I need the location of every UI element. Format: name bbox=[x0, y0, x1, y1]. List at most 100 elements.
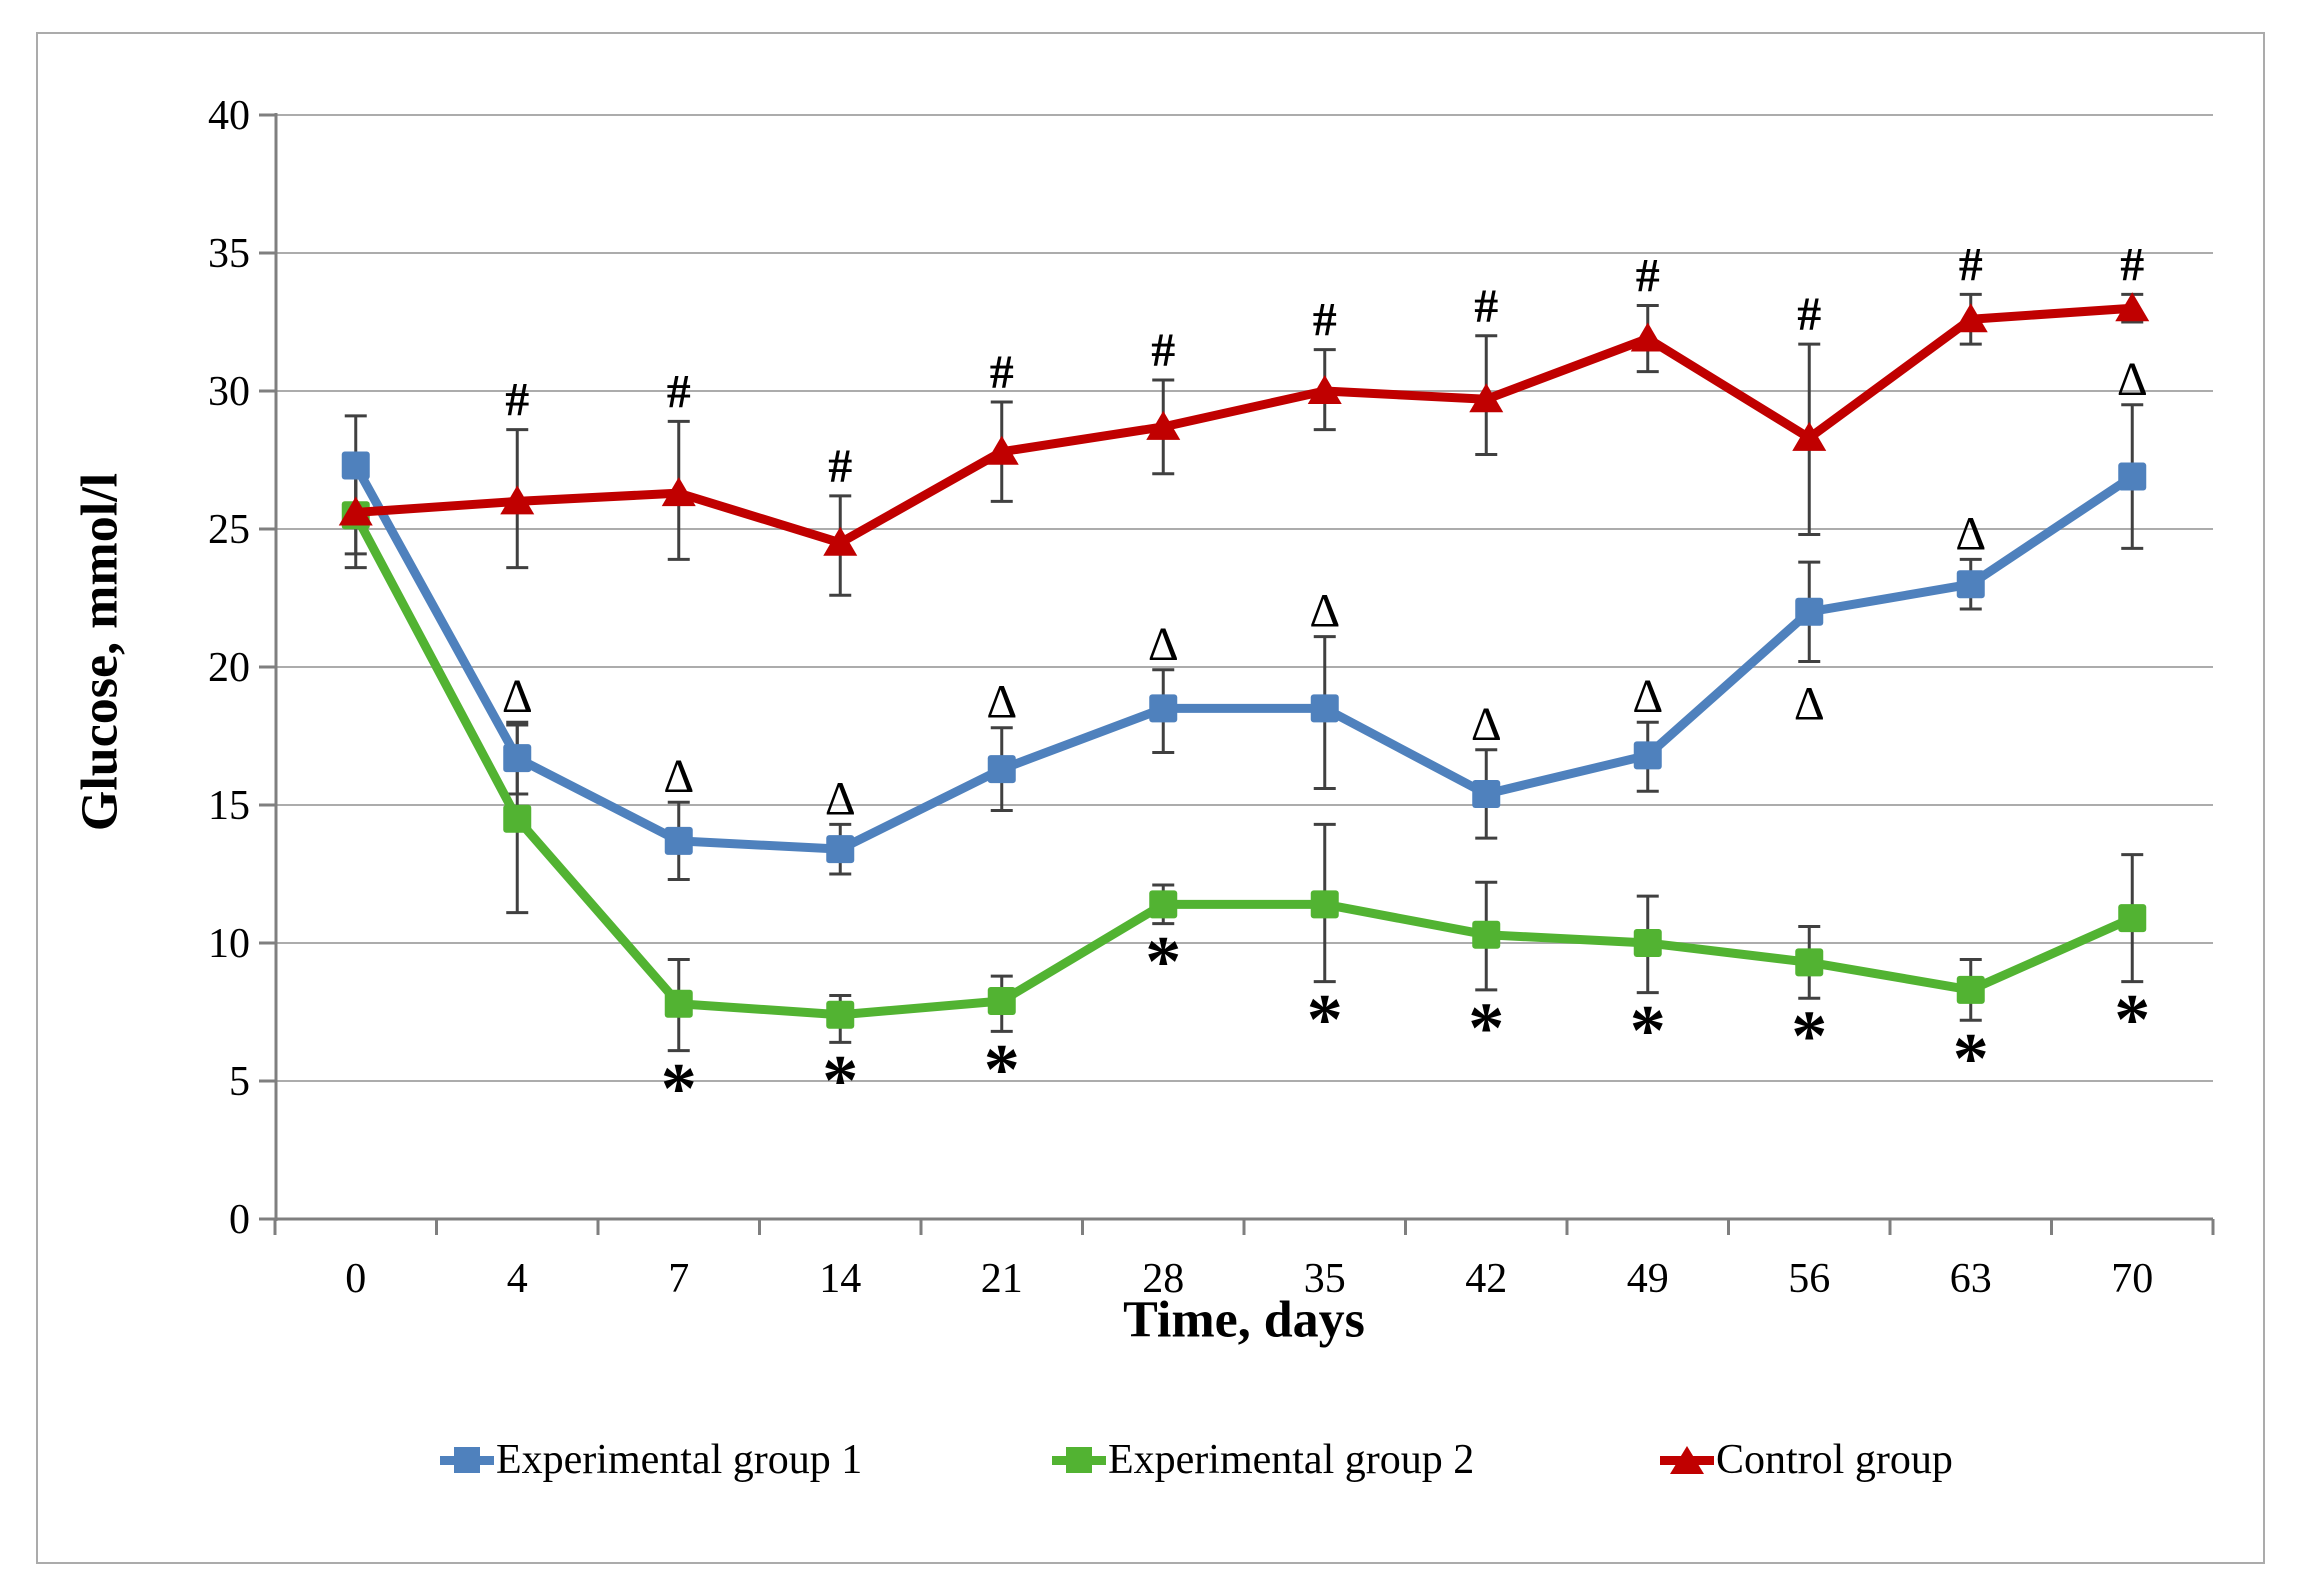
y-tick-label-0: 0 bbox=[229, 1197, 250, 1243]
annotation-delta-day-21: Δ bbox=[986, 676, 1017, 729]
data-marker-triangle-control-group bbox=[500, 485, 535, 515]
annotation-hash-day-14: # bbox=[828, 440, 852, 493]
x-tick-label-35: 35 bbox=[1304, 1256, 1346, 1302]
annotation-hash-day-42: # bbox=[1474, 280, 1498, 333]
y-tick-label-5: 5 bbox=[229, 1059, 250, 1105]
annotation-asterisk-day-28: * bbox=[1145, 922, 1181, 1002]
data-marker-triangle-control-group bbox=[661, 477, 696, 507]
data-marker-triangle-control-group bbox=[1792, 421, 1827, 451]
series-line-control-group bbox=[351, 303, 2137, 548]
data-marker-triangle-control-group bbox=[1146, 410, 1181, 440]
figure-border bbox=[36, 32, 2265, 1564]
y-tick-label-30: 30 bbox=[208, 369, 250, 415]
data-marker-square-experimental-group-2 bbox=[826, 1000, 855, 1029]
blue-square-marker-icon bbox=[440, 1432, 494, 1488]
data-marker-triangle-control-group bbox=[2115, 292, 2150, 322]
x-tick-label-7: 7 bbox=[668, 1256, 689, 1302]
legend-label: Experimental group 1 bbox=[496, 1437, 863, 1483]
y-tick-label-40: 40 bbox=[208, 93, 250, 139]
legend: Experimental group 1 Experimental group … bbox=[0, 1432, 2300, 1488]
annotation-asterisk-day-70: * bbox=[2114, 980, 2150, 1060]
series-line-experimental-group-1 bbox=[351, 461, 2137, 854]
annotation-delta-day-63: Δ bbox=[1955, 507, 1986, 560]
data-marker-square-experimental-group-2 bbox=[1956, 975, 1985, 1004]
x-tick-label-14: 14 bbox=[819, 1256, 861, 1302]
y-tick-label-25: 25 bbox=[208, 507, 250, 553]
x-axis-title: Time, days bbox=[1123, 1291, 1365, 1349]
data-marker-square-experimental-group-1 bbox=[826, 835, 855, 864]
annotation-asterisk-day-14: * bbox=[822, 1040, 858, 1120]
data-marker-square-experimental-group-1 bbox=[1310, 694, 1339, 723]
annotation-delta-day-14: Δ bbox=[825, 772, 856, 825]
legend-item-experimental-group-1: Experimental group 1 bbox=[440, 1432, 862, 1488]
annotation-hash-day-49: # bbox=[1636, 249, 1660, 302]
data-marker-triangle-control-group bbox=[1630, 322, 1665, 352]
annotation-delta-day-70: Δ bbox=[2117, 353, 2148, 406]
green-square-marker-icon bbox=[1052, 1432, 1106, 1488]
annotation-delta-day-42: Δ bbox=[1471, 698, 1502, 751]
data-marker-square-experimental-group-1 bbox=[2118, 462, 2147, 491]
annotation-hash-day-70: # bbox=[2120, 238, 2144, 291]
annotation-hash-day-35: # bbox=[1313, 294, 1337, 347]
annotation-delta-day-56: Δ bbox=[1794, 677, 1825, 730]
data-marker-square-experimental-group-1 bbox=[664, 826, 693, 855]
y-tick-label-15: 15 bbox=[208, 783, 250, 829]
annotation-asterisk-day-42: * bbox=[1468, 988, 1504, 1068]
annotation-asterisk-day-49: * bbox=[1630, 991, 1666, 1071]
annotation-asterisk-day-21: * bbox=[984, 1029, 1020, 1109]
data-marker-square-experimental-group-2 bbox=[1795, 948, 1824, 977]
y-tick-label-10: 10 bbox=[208, 921, 250, 967]
annotation-delta-day-7: Δ bbox=[663, 750, 694, 803]
data-marker-triangle-control-group bbox=[823, 526, 858, 556]
y-tick-label-20: 20 bbox=[208, 645, 250, 691]
data-marker-square-experimental-group-1 bbox=[987, 755, 1016, 784]
data-marker-square-experimental-group-2 bbox=[1310, 890, 1339, 919]
annotation-delta-day-35: Δ bbox=[1309, 585, 1340, 638]
x-tick-label-4: 4 bbox=[507, 1256, 528, 1302]
data-marker-square-experimental-group-1 bbox=[341, 451, 370, 480]
annotation-asterisk-day-56: * bbox=[1791, 996, 1827, 1076]
data-marker-square-experimental-group-1 bbox=[1633, 741, 1662, 770]
legend-label: Experimental group 2 bbox=[1108, 1437, 1475, 1483]
legend-item-control-group: Control group bbox=[1660, 1432, 1953, 1488]
legend-item-experimental-group-2: Experimental group 2 bbox=[1052, 1432, 1474, 1488]
annotation-asterisk-day-35: * bbox=[1307, 980, 1343, 1060]
data-marker-square-experimental-group-2 bbox=[987, 986, 1016, 1015]
data-marker-square-experimental-group-2 bbox=[1149, 890, 1178, 919]
data-marker-square-experimental-group-1 bbox=[1149, 694, 1178, 723]
legend-label: Control group bbox=[1716, 1437, 1953, 1483]
data-marker-triangle-control-group bbox=[984, 435, 1019, 465]
annotation-hash-day-4: # bbox=[505, 374, 529, 427]
annotation-hash-day-56: # bbox=[1797, 288, 1821, 341]
y-tick-label-35: 35 bbox=[208, 231, 250, 277]
x-tick-label-0: 0 bbox=[345, 1256, 366, 1302]
data-marker-square-experimental-group-2 bbox=[664, 989, 693, 1018]
x-tick-label-28: 28 bbox=[1142, 1256, 1184, 1302]
annotation-hash-day-28: # bbox=[1151, 324, 1175, 377]
data-marker-triangle-control-group bbox=[1953, 303, 1988, 333]
annotation-hash-day-63: # bbox=[1959, 238, 1983, 291]
red-triangle-marker-icon bbox=[1660, 1432, 1714, 1488]
annotation-delta-day-4: Δ bbox=[502, 670, 533, 723]
annotation-delta-day-49: Δ bbox=[1632, 670, 1663, 723]
x-tick-label-49: 49 bbox=[1627, 1256, 1669, 1302]
data-marker-triangle-control-group bbox=[1469, 383, 1504, 413]
annotation-asterisk-day-7: * bbox=[661, 1049, 697, 1129]
data-marker-square-experimental-group-2 bbox=[1633, 929, 1662, 957]
data-marker-square-experimental-group-2 bbox=[2118, 904, 2147, 933]
x-tick-label-56: 56 bbox=[1788, 1256, 1830, 1302]
annotation-hash-day-7: # bbox=[667, 365, 691, 418]
data-marker-square-experimental-group-1 bbox=[1795, 597, 1824, 626]
y-axis-title: Glucose, mmol/l bbox=[71, 472, 129, 832]
data-marker-square-experimental-group-2 bbox=[1472, 920, 1501, 949]
annotation-delta-day-28: Δ bbox=[1148, 618, 1179, 671]
data-marker-triangle-control-group bbox=[338, 496, 373, 526]
annotation-hash-day-21: # bbox=[990, 346, 1014, 399]
series-line-experimental-group-2 bbox=[351, 510, 2137, 1020]
x-tick-label-21: 21 bbox=[981, 1256, 1023, 1302]
annotation-asterisk-day-63: * bbox=[1953, 1018, 1989, 1098]
x-tick-label-70: 70 bbox=[2111, 1256, 2153, 1302]
x-tick-label-63: 63 bbox=[1950, 1256, 1992, 1302]
